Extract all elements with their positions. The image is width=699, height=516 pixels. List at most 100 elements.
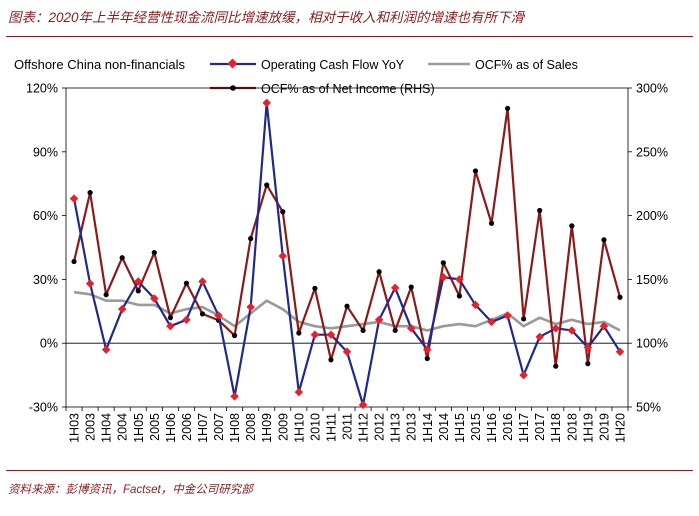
point-ocf-yoy xyxy=(567,326,577,335)
x-tick-label: 2018 xyxy=(565,413,579,441)
point-ocf-yoy xyxy=(342,347,352,356)
point-ocf-yoy xyxy=(358,400,368,410)
x-tick-label: 1H15 xyxy=(453,413,467,443)
point-ocf-income xyxy=(569,223,575,229)
point-ocf-income xyxy=(264,182,270,188)
right-axis: 50% 100% 150% 200% 250% 300% xyxy=(628,82,668,415)
point-ocf-yoy xyxy=(471,300,480,310)
x-tick-label: 2015 xyxy=(469,413,483,441)
point-ocf-income xyxy=(87,190,93,196)
point-ocf-yoy xyxy=(198,277,207,286)
point-ocf-yoy xyxy=(615,347,625,356)
point-ocf-yoy xyxy=(230,392,239,401)
point-ocf-income xyxy=(408,284,414,290)
legend-label-ocf-yoy: Operating Cash Flow YoY xyxy=(261,58,405,72)
legend-marker-ocf-yoy xyxy=(227,58,238,69)
point-ocf-yoy xyxy=(487,317,496,327)
x-tick-label: 1H11 xyxy=(324,413,338,442)
point-ocf-income xyxy=(537,207,543,214)
figure-title: 图表：2020年上半年经营性现金流同比增速放缓，相对于收入和利润的增速也有所下滑 xyxy=(8,10,525,25)
point-ocf-yoy xyxy=(455,275,464,284)
point-ocf-yoy xyxy=(134,277,143,286)
point-ocf-income xyxy=(504,105,511,112)
point-ocf-income xyxy=(119,255,125,261)
x-tick-label: 2009 xyxy=(276,413,290,441)
plot-area xyxy=(65,87,629,408)
point-ocf-income xyxy=(312,285,318,291)
point-ocf-yoy xyxy=(69,194,79,203)
point-ocf-income xyxy=(472,168,479,174)
point-ocf-yoy xyxy=(278,251,288,261)
left-tick-label: 120% xyxy=(26,82,58,96)
left-axis: -30% 0% 30% 60% 90% 120% xyxy=(26,82,66,415)
point-ocf-yoy xyxy=(583,343,593,352)
right-tick-label: 100% xyxy=(636,337,668,351)
x-tick-label: 2005 xyxy=(148,413,162,441)
x-tick-label: 1H07 xyxy=(196,413,210,443)
title-divider xyxy=(6,36,693,37)
point-ocf-yoy xyxy=(326,330,336,339)
point-ocf-yoy xyxy=(246,302,255,312)
legend: Operating Cash Flow YoY OCF% as of Sales… xyxy=(210,58,578,96)
point-ocf-income xyxy=(296,330,302,336)
point-ocf-income xyxy=(617,294,623,300)
x-tick-label: 1H12 xyxy=(357,413,371,443)
point-ocf-income xyxy=(248,235,254,242)
x-tick-label: 1H14 xyxy=(421,413,435,443)
point-ocf-yoy xyxy=(423,345,432,354)
point-ocf-income xyxy=(392,327,398,334)
point-ocf-income xyxy=(585,361,591,367)
point-ocf-income xyxy=(135,288,141,294)
point-ocf-yoy xyxy=(262,98,271,108)
x-tick-label: 1H19 xyxy=(581,413,595,443)
x-tick-label: 1H16 xyxy=(485,413,499,443)
point-ocf-income xyxy=(280,209,286,215)
point-ocf-yoy xyxy=(214,311,223,320)
point-ocf-income xyxy=(232,332,238,339)
point-ocf-income xyxy=(376,269,382,275)
point-ocf-yoy xyxy=(390,283,400,293)
left-tick-label: 60% xyxy=(33,209,58,223)
left-tick-label: -30% xyxy=(29,401,58,415)
x-tick-label: 2004 xyxy=(116,413,130,441)
point-ocf-yoy xyxy=(166,321,175,331)
left-tick-label: 0% xyxy=(40,337,58,351)
point-ocf-yoy xyxy=(503,311,512,320)
right-tick-label: 200% xyxy=(636,209,668,223)
point-ocf-income xyxy=(344,303,350,309)
x-tick-label: 1H10 xyxy=(292,413,306,443)
x-tick-label: 1H18 xyxy=(549,413,563,443)
x-tick-label: 2014 xyxy=(437,413,451,441)
point-ocf-income xyxy=(456,293,462,299)
point-ocf-income xyxy=(424,355,430,362)
source-note: 资料来源：彭博资讯，Factset，中金公司研究部 xyxy=(8,484,253,496)
point-ocf-yoy xyxy=(535,332,544,342)
series-line-ocf-as-of-net-income-rhs xyxy=(72,107,622,368)
point-ocf-income xyxy=(328,357,334,363)
x-tick-label: 1H09 xyxy=(260,413,274,443)
point-ocf-yoy xyxy=(182,315,191,325)
point-ocf-income xyxy=(360,327,366,334)
right-tick-label: 250% xyxy=(636,145,668,159)
left-tick-label: 30% xyxy=(33,273,58,287)
x-tick-label: 2011 xyxy=(341,413,355,440)
right-tick-label: 50% xyxy=(636,401,661,415)
point-ocf-income xyxy=(488,220,495,226)
point-ocf-income xyxy=(167,315,173,321)
point-ocf-income xyxy=(183,280,190,286)
right-tick-label: 150% xyxy=(636,273,668,287)
x-tick-label: 1H20 xyxy=(613,413,627,443)
x-tick-label: 2003 xyxy=(84,413,98,441)
x-tick-label: 1H17 xyxy=(517,413,531,443)
x-tick-label: 1H13 xyxy=(389,413,403,443)
point-ocf-income xyxy=(440,260,446,266)
chart: Offshore China non-financials Operating … xyxy=(14,57,668,443)
series-layer xyxy=(69,98,625,410)
point-ocf-yoy xyxy=(519,370,528,380)
point-ocf-yoy xyxy=(85,279,95,288)
x-tick-label: 2016 xyxy=(501,413,515,441)
point-ocf-income xyxy=(521,316,527,322)
point-ocf-yoy xyxy=(310,330,320,339)
point-ocf-income xyxy=(151,250,157,256)
x-axis: 1H03 2003 1H04 2004 1H05 2005 1H06 2006 1H07 2007… xyxy=(65,407,629,443)
